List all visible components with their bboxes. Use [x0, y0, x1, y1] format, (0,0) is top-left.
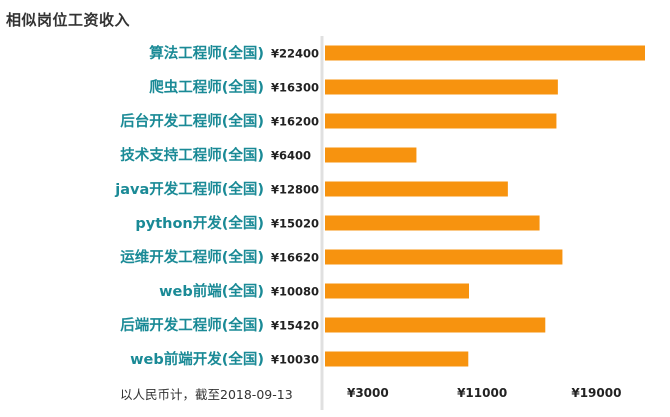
value-label: ¥15420: [271, 319, 319, 333]
category-label: 算法工程师(全国): [149, 44, 264, 62]
currency-note: 以人民币计，截至2018-09-13: [120, 387, 293, 402]
value-label: ¥6400: [271, 149, 311, 163]
x-tick-label: ¥3000: [347, 386, 389, 400]
bar: [325, 215, 540, 231]
bar: [325, 113, 557, 129]
value-label: ¥10030: [271, 353, 319, 367]
x-tick-label: ¥11000: [457, 386, 507, 400]
bar: [325, 317, 546, 333]
value-label: ¥22400: [271, 47, 319, 61]
bar: [325, 283, 469, 299]
category-label: web前端(全国): [159, 282, 264, 300]
bar: [325, 181, 508, 197]
category-label: python开发(全国): [135, 214, 264, 232]
category-label: 后台开发工程师(全国): [120, 112, 264, 130]
value-label: ¥16200: [271, 115, 319, 129]
category-label: 后端开发工程师(全国): [120, 316, 264, 334]
category-label: 运维开发工程师(全国): [120, 248, 264, 266]
category-label: web前端开发(全国): [130, 350, 264, 368]
value-label: ¥15020: [271, 217, 319, 231]
bar: [325, 45, 645, 61]
bar: [325, 351, 469, 367]
x-tick-label: ¥19000: [571, 386, 621, 400]
category-label: java开发工程师(全国): [114, 180, 264, 198]
bar: [325, 79, 558, 95]
value-label: ¥12800: [271, 183, 319, 197]
category-label: 爬虫工程师(全国): [149, 78, 264, 96]
value-label: ¥16620: [271, 251, 319, 265]
chart-title: 相似岗位工资收入: [6, 11, 131, 29]
value-label: ¥16300: [271, 81, 319, 95]
category-label: 技术支持工程师(全国): [120, 146, 264, 164]
bar: [325, 249, 563, 265]
bar: [325, 147, 417, 163]
value-label: ¥10080: [271, 285, 319, 299]
